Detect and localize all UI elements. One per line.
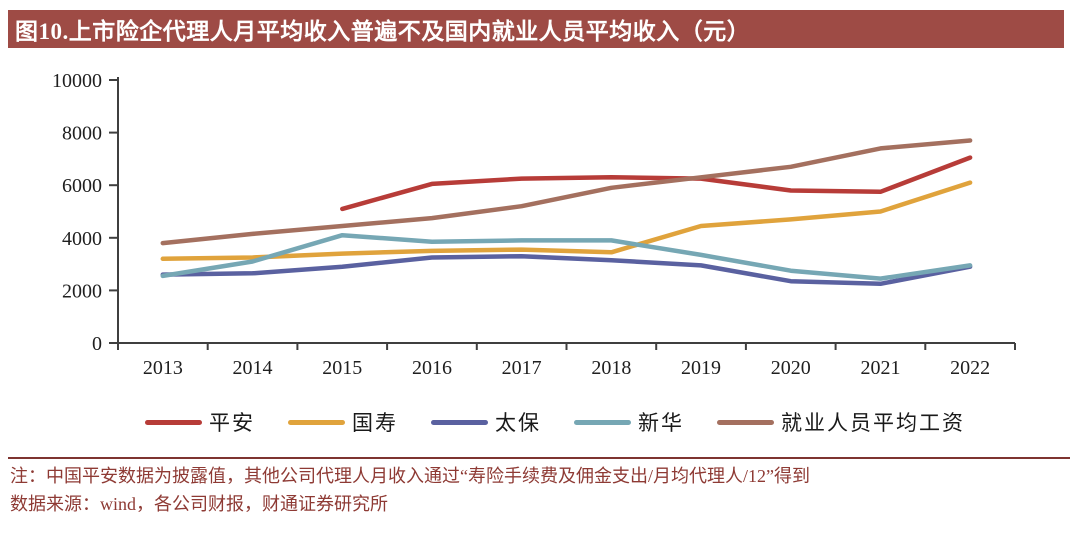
legend-swatch-xinhua xyxy=(574,419,631,425)
footnote-divider xyxy=(8,457,1070,459)
legend-label-guoshou: 国寿 xyxy=(352,411,398,435)
legend-item-taibao: 太保 xyxy=(431,407,541,437)
legend-swatch-guoshou xyxy=(288,419,345,425)
footnote-source: 数据来源：wind，各公司财报，财通证券研究所 xyxy=(10,494,388,514)
y-tick-label: 0 xyxy=(92,333,102,355)
x-tick-label: 2014 xyxy=(233,357,273,379)
x-axis: 2013 2014 2015 2016 2017 2018 2019 2020 2021 2022 xyxy=(117,342,1016,379)
chart-title-bar: 图10.上市险企代理人月平均收入普遍不及国内就业人员平均收入（元） xyxy=(8,10,1064,48)
legend-label-taibao: 太保 xyxy=(495,411,541,435)
x-tick-label: 2022 xyxy=(950,357,990,379)
legend-swatch-pingan xyxy=(145,419,202,425)
legend-label-employed-avg-wage: 就业人员平均工资 xyxy=(781,411,965,435)
legend-swatch-taibao xyxy=(431,419,488,425)
series-line-taibao xyxy=(160,253,973,287)
y-tick-label: 6000 xyxy=(62,175,102,197)
y-axis: 0 2000 4000 6000 8000 10000 xyxy=(52,70,119,355)
legend-item-guoshou: 国寿 xyxy=(288,407,398,437)
x-tick-label: 2013 xyxy=(143,357,183,379)
legend-label-pingan: 平安 xyxy=(209,411,255,435)
legend-label-xinhua: 新华 xyxy=(638,411,684,435)
legend-item-xinhua: 新华 xyxy=(574,407,684,437)
chart-title: 图10.上市险企代理人月平均收入普遍不及国内就业人员平均收入（元） xyxy=(15,19,751,44)
y-tick-label: 2000 xyxy=(62,280,102,302)
series-line-guoshou xyxy=(160,180,973,262)
y-tick-label: 8000 xyxy=(62,123,102,145)
series-line-xinhua xyxy=(160,232,973,281)
legend-item-pingan: 平安 xyxy=(145,407,255,437)
x-tick-label: 2015 xyxy=(322,357,362,379)
x-tick-label: 2019 xyxy=(681,357,721,379)
series-lines xyxy=(160,138,973,287)
series-line-employed-avg-wage xyxy=(160,138,973,246)
footnote-note: 注：中国平安数据为披露值，其他公司代理人月收入通过“寿险手续费及佣金支出/月均代… xyxy=(10,466,810,486)
series-line-pingan xyxy=(340,155,973,212)
x-tick-label: 2021 xyxy=(860,357,900,379)
x-tick-label: 2016 xyxy=(412,357,452,379)
x-tick-label: 2017 xyxy=(502,357,542,379)
x-tick-label: 2018 xyxy=(591,357,631,379)
chart-legend: 平安 国寿 太保 新华 就业人员平均工资 xyxy=(145,408,998,436)
legend-item-employed-avg-wage: 就业人员平均工资 xyxy=(717,407,965,437)
y-tick-label: 4000 xyxy=(62,228,102,250)
x-tick-label: 2020 xyxy=(771,357,811,379)
y-tick-label: 10000 xyxy=(52,70,102,92)
legend-swatch-employed-avg-wage xyxy=(717,419,774,425)
